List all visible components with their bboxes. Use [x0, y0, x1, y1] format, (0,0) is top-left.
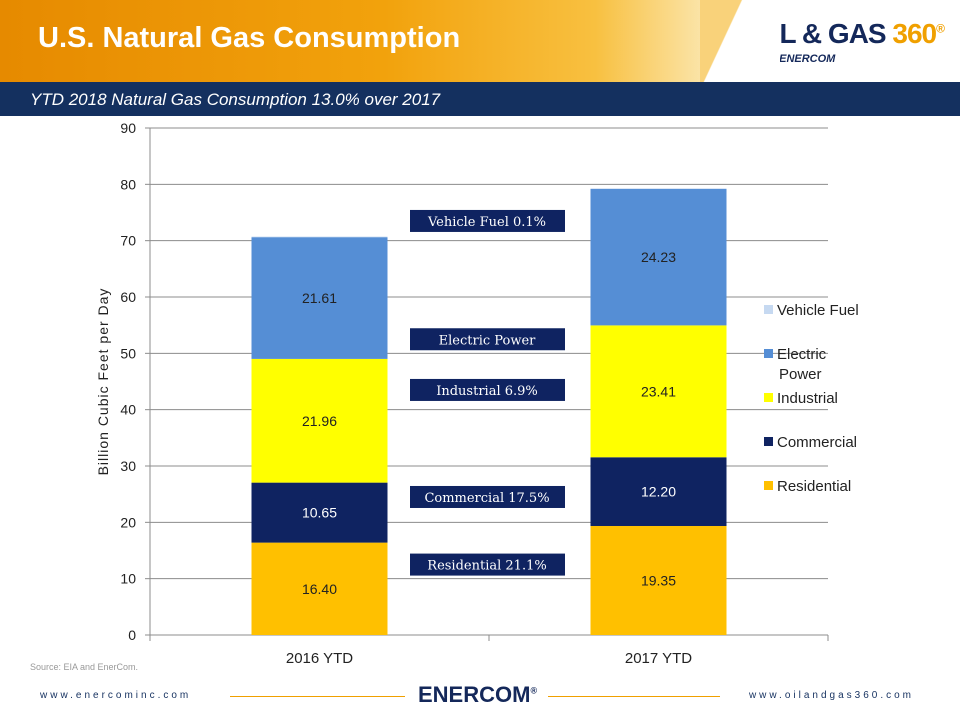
y-axis-title: Billion Cubic Feet per Day: [95, 288, 111, 476]
legend-label: Electric: [777, 346, 827, 363]
y-tick-label: 10: [120, 571, 136, 587]
x-tick-label: 2016 YTD: [286, 650, 353, 667]
legend-label: Industrial: [777, 390, 838, 407]
data-label: 10.65: [302, 505, 337, 521]
annotation-label: Vehicle Fuel 0.1%: [427, 215, 546, 230]
legend-swatch: [764, 437, 773, 446]
data-label: 19.35: [641, 572, 676, 588]
bar-segment-residential: [590, 525, 727, 635]
logo-tagline: By ENERCOM: [762, 53, 836, 65]
source-note: Source: EIA and EnerCom.: [30, 662, 139, 672]
data-label: 21.61: [302, 290, 337, 306]
header-banner: U.S. Natural Gas Consumption OIL & GAS 3…: [0, 0, 960, 82]
annotation-label: Residential 21.1%: [427, 559, 546, 574]
annotation-box: [410, 378, 565, 401]
legend-swatch: [764, 393, 773, 402]
bar-segment-commercial: [251, 482, 388, 543]
bar-segment-electric-power: [251, 237, 388, 359]
legend-label: Power: [779, 366, 822, 383]
legend-label: Residential: [777, 478, 851, 495]
x-tick-label: 2017 YTD: [625, 650, 692, 667]
y-tick-label: 80: [120, 176, 136, 192]
annotation-label: Industrial 6.9%: [436, 384, 538, 399]
footer-divider-right: [548, 696, 720, 697]
subtitle-banner: YTD 2018 Natural Gas Consumption 13.0% o…: [0, 82, 960, 116]
chart-subtitle: YTD 2018 Natural Gas Consumption 13.0% o…: [30, 90, 441, 109]
y-tick-label: 0: [128, 627, 136, 643]
annotation-label: Commercial 17.5%: [424, 491, 549, 506]
legend-swatch: [764, 481, 773, 490]
annotation-label: Electric Power: [439, 333, 536, 348]
y-tick-label: 70: [120, 233, 136, 249]
y-tick-label: 60: [120, 289, 136, 305]
data-label: 23.41: [641, 383, 676, 399]
legend-swatch: [764, 305, 773, 314]
data-label: 16.40: [302, 581, 337, 597]
y-tick-label: 20: [120, 514, 136, 530]
annotation-box: [410, 485, 565, 508]
y-tick-label: 50: [120, 345, 136, 361]
bar-segment-residential: [251, 542, 388, 635]
bar-segment-industrial: [590, 325, 727, 458]
data-label: 12.20: [641, 484, 676, 500]
annotation-box: [410, 209, 565, 232]
annotation-box: [410, 553, 565, 576]
bar-segment-electric-power: [590, 188, 727, 326]
bar-segment-commercial: [590, 457, 727, 526]
footer-divider-left: [230, 696, 405, 697]
page-title: U.S. Natural Gas Consumption: [38, 22, 461, 54]
annotation-box: [410, 328, 565, 351]
data-label: 21.96: [302, 413, 337, 429]
bar-segment-vehicle-fuel: [590, 188, 727, 189]
data-label: 24.23: [641, 249, 676, 265]
legend-label: Commercial: [777, 434, 857, 451]
enercom-url-link[interactable]: www.enercominc.com: [40, 690, 192, 701]
legend-label: Vehicle Fuel: [777, 302, 859, 319]
bar-segment-vehicle-fuel: [251, 236, 388, 238]
legend-swatch: [764, 349, 773, 358]
oilandgas360-url-link[interactable]: www.oilandgas360.com: [748, 690, 914, 701]
y-tick-label: 40: [120, 402, 136, 418]
y-tick-label: 90: [120, 120, 136, 136]
y-tick-label: 30: [120, 458, 136, 474]
enercom-logo: ENERCOM®: [418, 682, 538, 707]
bar-segment-industrial: [251, 358, 388, 483]
